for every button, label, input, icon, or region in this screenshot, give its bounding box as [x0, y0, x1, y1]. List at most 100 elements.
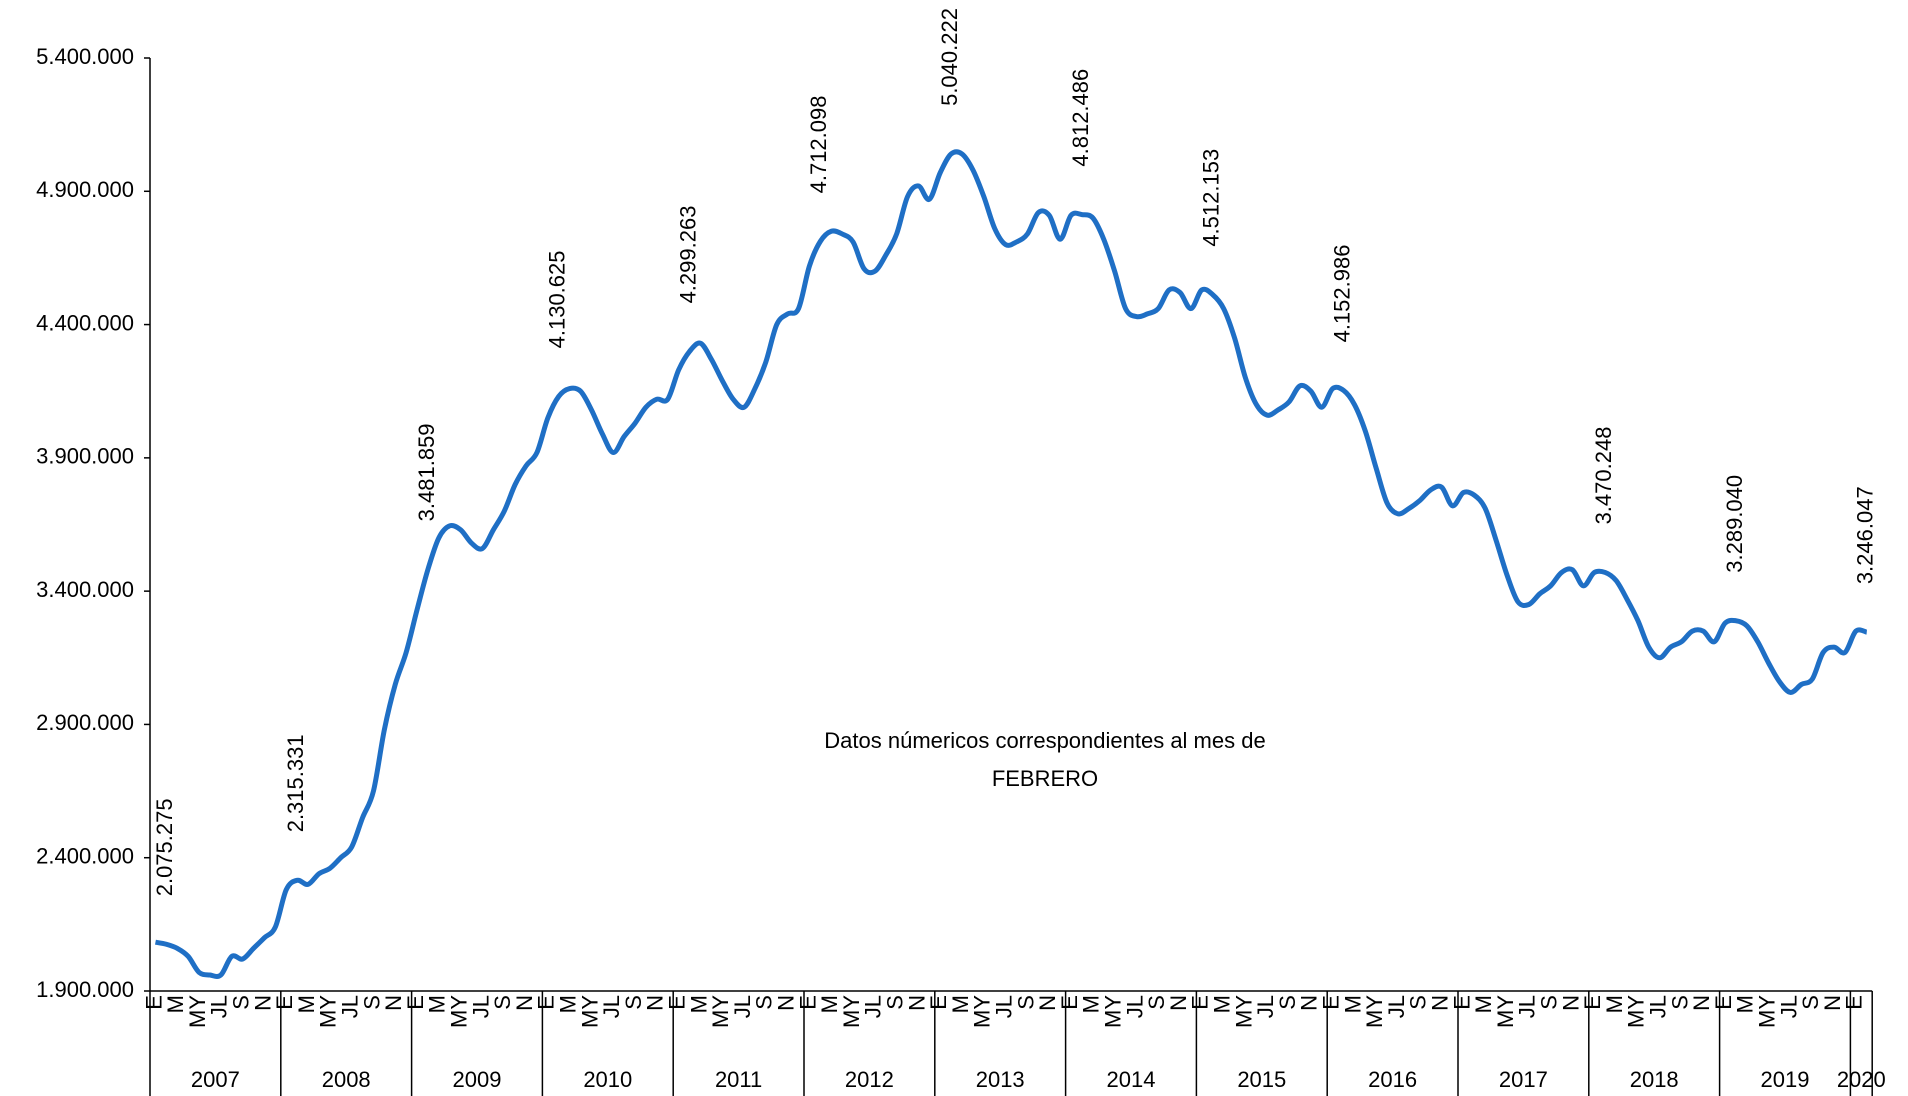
x-tick-label: N — [1297, 995, 1322, 1011]
x-tick-label: N — [381, 995, 406, 1011]
x-tick-label: N — [250, 995, 275, 1011]
x-tick-label: S — [1144, 995, 1169, 1010]
y-tick-label: 2.900.000 — [36, 710, 134, 735]
x-tick-label: MY — [1754, 995, 1779, 1028]
annotation: FEBRERO — [992, 766, 1098, 791]
x-tick-label: E — [926, 995, 951, 1010]
x-tick-label: N — [1427, 995, 1452, 1011]
x-tick-label: N — [512, 995, 537, 1011]
y-tick-label: 4.900.000 — [36, 177, 134, 202]
x-tick-label: MY — [1100, 995, 1125, 1028]
data-label: 4.152.986 — [1329, 245, 1354, 343]
data-label: 4.712.098 — [806, 96, 831, 194]
x-tick-label: JL — [1122, 995, 1147, 1018]
x-tick-label: E — [1580, 995, 1605, 1010]
x-tick-label: JL — [468, 995, 493, 1018]
x-group-label: 2018 — [1630, 1067, 1679, 1092]
x-group-label: 2007 — [191, 1067, 240, 1092]
x-group-label: 2008 — [322, 1067, 371, 1092]
x-tick-label: M — [1209, 995, 1234, 1013]
x-group-label: 2013 — [976, 1067, 1025, 1092]
x-tick-label: N — [1820, 995, 1845, 1011]
x-tick-label: M — [425, 995, 450, 1013]
x-tick-label: MY — [970, 995, 995, 1028]
x-tick-label: M — [948, 995, 973, 1013]
x-tick-label: S — [228, 995, 253, 1010]
x-tick-label: M — [1733, 995, 1758, 1013]
x-tick-label: MY — [316, 995, 341, 1028]
x-tick-label: MY — [1231, 995, 1256, 1028]
x-tick-label: E — [795, 995, 820, 1010]
x-tick-label: S — [752, 995, 777, 1010]
x-group-label: 2020 — [1837, 1067, 1886, 1092]
x-group-label: 2014 — [1107, 1067, 1156, 1092]
x-tick-label: E — [534, 995, 559, 1010]
data-label: 4.512.153 — [1199, 149, 1224, 247]
x-tick-label: N — [1558, 995, 1583, 1011]
x-tick-label: MY — [1362, 995, 1387, 1028]
data-label: 2.315.331 — [283, 734, 308, 832]
x-tick-label: MY — [1624, 995, 1649, 1028]
x-tick-label: S — [882, 995, 907, 1010]
x-tick-label: JL — [1515, 995, 1540, 1018]
x-tick-label: E — [1842, 995, 1867, 1010]
x-tick-label: S — [1798, 995, 1823, 1010]
x-tick-label: JL — [1645, 995, 1670, 1018]
x-group-label: 2010 — [583, 1067, 632, 1092]
x-group-label: 2009 — [453, 1067, 502, 1092]
x-tick-label: N — [643, 995, 668, 1011]
x-group-label: 2017 — [1499, 1067, 1548, 1092]
x-tick-label: MY — [708, 995, 733, 1028]
x-tick-label: JL — [337, 995, 362, 1018]
x-tick-label: N — [773, 995, 798, 1011]
x-tick-label: JL — [1776, 995, 1801, 1018]
x-tick-label: E — [1449, 995, 1474, 1010]
x-tick-label: S — [1667, 995, 1692, 1010]
x-tick-label: M — [555, 995, 580, 1013]
x-tick-label: MY — [446, 995, 471, 1028]
y-tick-label: 1.900.000 — [36, 977, 134, 1002]
y-tick-label: 2.400.000 — [36, 844, 134, 869]
x-tick-label: E — [1711, 995, 1736, 1010]
data-label: 3.289.040 — [1722, 475, 1747, 573]
x-tick-label: JL — [1384, 995, 1409, 1018]
x-tick-label: MY — [185, 995, 210, 1028]
x-tick-label: E — [664, 995, 689, 1010]
x-tick-label: N — [1166, 995, 1191, 1011]
x-tick-label: E — [141, 995, 166, 1010]
x-tick-label: JL — [991, 995, 1016, 1018]
x-group-label: 2012 — [845, 1067, 894, 1092]
x-tick-label: N — [1689, 995, 1714, 1011]
x-tick-label: S — [359, 995, 384, 1010]
x-tick-label: E — [272, 995, 297, 1010]
x-tick-label: S — [1406, 995, 1431, 1010]
data-label: 3.470.248 — [1591, 427, 1616, 525]
x-tick-label: JL — [599, 995, 624, 1018]
x-tick-label: M — [1079, 995, 1104, 1013]
x-tick-label: E — [1188, 995, 1213, 1010]
x-tick-label: S — [1275, 995, 1300, 1010]
data-label: 4.299.263 — [675, 206, 700, 304]
x-tick-label: MY — [577, 995, 602, 1028]
x-tick-label: S — [1013, 995, 1038, 1010]
x-group-label: 2016 — [1368, 1067, 1417, 1092]
x-tick-label: JL — [861, 995, 886, 1018]
x-tick-label: N — [904, 995, 929, 1011]
data-label: 3.481.859 — [414, 423, 439, 521]
data-label: 4.130.625 — [545, 251, 570, 349]
x-tick-label: E — [1057, 995, 1082, 1010]
x-group-label: 2019 — [1761, 1067, 1810, 1092]
data-label: 2.075.275 — [152, 798, 177, 896]
line — [154, 149, 1868, 979]
data-label: 5.040.222 — [937, 8, 962, 106]
data-label: 3.246.047 — [1853, 486, 1878, 584]
y-tick-label: 5.400.000 — [36, 44, 134, 69]
y-tick-label: 4.400.000 — [36, 310, 134, 335]
x-tick-label: S — [1536, 995, 1561, 1010]
x-tick-label: M — [163, 995, 188, 1013]
x-tick-label: JL — [1253, 995, 1278, 1018]
x-tick-label: E — [1318, 995, 1343, 1010]
x-tick-label: MY — [839, 995, 864, 1028]
x-tick-label: M — [817, 995, 842, 1013]
